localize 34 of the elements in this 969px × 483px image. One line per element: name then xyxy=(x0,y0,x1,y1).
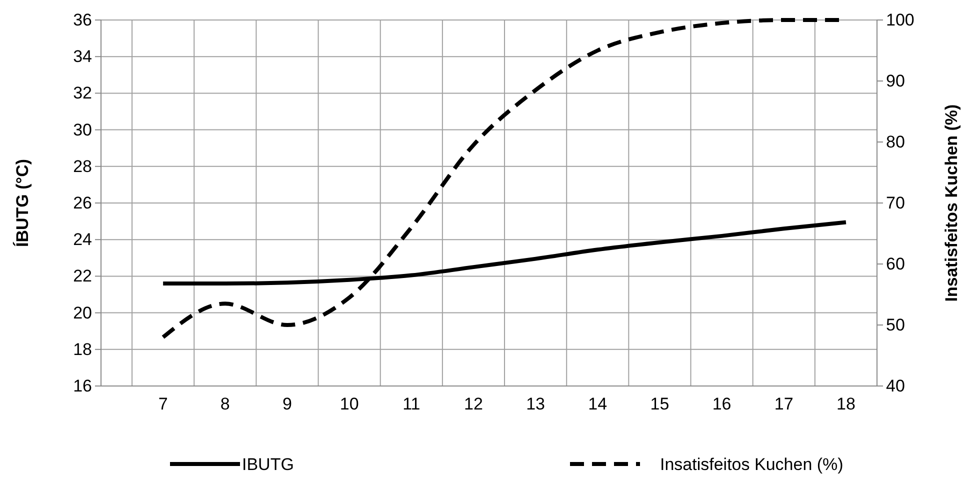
legend-label: Insatisfeitos Kuchen (%) xyxy=(660,455,844,474)
y-tick-label: 36 xyxy=(73,10,92,30)
legend-label: IBUTG xyxy=(242,455,294,474)
y-tick-label: 22 xyxy=(73,266,92,286)
y2-tick-label: 80 xyxy=(886,132,905,152)
x-tick-label: 11 xyxy=(402,394,420,414)
y2-tick-label: 90 xyxy=(886,71,905,90)
y-tick-label: 24 xyxy=(73,230,92,250)
y2-axis-title: Insatisfeitos Kuchen (%) xyxy=(942,104,961,302)
x-tick-label: 15 xyxy=(650,394,670,414)
y-tick-label: 28 xyxy=(73,156,92,176)
y-tick-label: 20 xyxy=(73,303,92,322)
x-tick-label: 8 xyxy=(220,394,230,414)
x-tick-label: 17 xyxy=(774,394,794,414)
y2-tick-label: 50 xyxy=(886,315,905,334)
y2-tick-label: 40 xyxy=(886,376,905,396)
x-tick-label: 16 xyxy=(712,394,732,414)
x-tick-label: 14 xyxy=(588,394,608,414)
y2-tick-label: 70 xyxy=(886,193,905,212)
x-tick-label: 9 xyxy=(282,394,292,414)
x-tick-label: 12 xyxy=(464,394,483,414)
y2-tick-label: 60 xyxy=(886,254,905,274)
y-tick-label: 16 xyxy=(73,376,92,396)
x-tick-label: 18 xyxy=(836,394,856,414)
y-tick-label: 30 xyxy=(73,120,92,140)
y-tick-label: 26 xyxy=(73,193,92,212)
y-tick-label: 34 xyxy=(73,47,92,66)
y-axis-title: ÍBUTG (°C) xyxy=(12,158,32,248)
x-tick-label: 10 xyxy=(340,394,359,414)
x-tick-label: 7 xyxy=(158,394,168,414)
y-tick-label: 32 xyxy=(73,84,92,103)
y2-tick-label: 100 xyxy=(886,10,914,30)
y-tick-label: 18 xyxy=(73,340,92,359)
x-tick-label: 13 xyxy=(526,394,546,414)
